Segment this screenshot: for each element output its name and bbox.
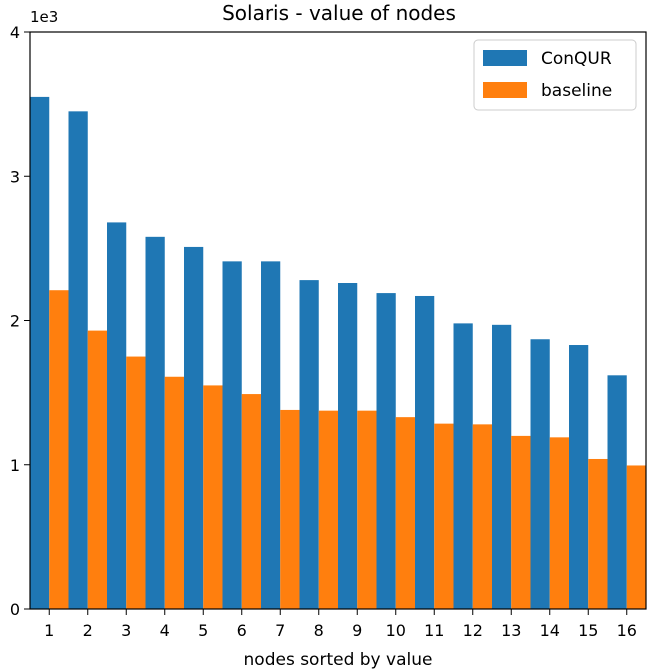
bar-baseline-12 [472,424,492,609]
bar-baseline-9 [357,410,377,609]
x-tick-label: 5 [198,621,208,640]
x-tick-label: 13 [501,621,521,640]
x-tick-label: 3 [121,621,131,640]
bar-conqur-3 [107,222,127,609]
x-tick-label: 6 [237,621,247,640]
bar-baseline-15 [588,458,608,609]
x-tick-label: 8 [314,621,324,640]
x-tick-label: 10 [386,621,406,640]
bar-baseline-4 [164,376,184,609]
bar-conqur-15 [569,345,589,609]
y-tick-label: 0 [10,600,20,619]
x-axis-ticks: 1 2 3 4 5 6 7 8 9 10 11 12 13 14 15 16 [44,609,637,640]
bar-conqur-10 [376,293,396,609]
bar-conqur-4 [145,236,165,609]
bar-baseline-6 [241,394,261,609]
x-tick-label: 7 [275,621,285,640]
bar-conqur-16 [607,375,627,609]
plot-frame [29,31,647,610]
bar-baseline-2 [87,330,107,609]
bar-conqur-13 [492,324,512,609]
x-tick-label: 11 [424,621,444,640]
bar-baseline-10 [395,417,415,609]
bar-baseline-13 [511,435,531,609]
bar-conqur-5 [184,246,204,609]
legend: ConQUR baseline [473,39,637,111]
legend-swatch-conqur [483,50,527,66]
bar-baseline-7 [280,409,300,609]
x-tick-label: 4 [160,621,170,640]
bar-conqur-2 [68,111,88,609]
x-tick-label: 9 [352,621,362,640]
x-tick-label: 15 [578,621,598,640]
bar-baseline-16 [626,465,646,609]
bar-baseline-14 [549,437,569,609]
bars-group [30,96,646,609]
y-tick-label: 1 [10,456,20,475]
bar-baseline-5 [203,385,223,609]
bar-baseline-8 [318,410,338,609]
x-tick-label: 16 [617,621,637,640]
y-tick-label: 3 [10,167,20,186]
bar-baseline-1 [49,290,69,609]
y-axis-ticks: 0 1 2 3 4 [10,23,30,619]
x-tick-label: 12 [463,621,483,640]
bar-conqur-14 [530,339,550,609]
bar-conqur-6 [222,261,242,609]
y-tick-label: 2 [10,312,20,331]
bar-conqur-7 [261,261,281,609]
x-axis-label: nodes sorted by value [244,650,433,670]
bar-conqur-11 [415,295,435,609]
bar-conqur-12 [453,323,473,609]
bar-baseline-3 [126,356,146,609]
bar-baseline-11 [434,423,454,609]
legend-label-baseline: baseline [541,81,612,101]
x-tick-label: 1 [44,621,54,640]
x-tick-label: 2 [83,621,93,640]
x-tick-label: 14 [540,621,560,640]
y-axis-scale-label: 1e3 [30,8,58,26]
bar-conqur-9 [338,283,358,609]
bar-conqur-1 [30,96,50,609]
legend-label-conqur: ConQUR [541,49,612,69]
chart-title: Solaris - value of nodes [222,1,456,25]
bar-conqur-8 [299,280,319,609]
legend-swatch-baseline [483,82,527,98]
y-tick-label: 4 [10,23,20,42]
